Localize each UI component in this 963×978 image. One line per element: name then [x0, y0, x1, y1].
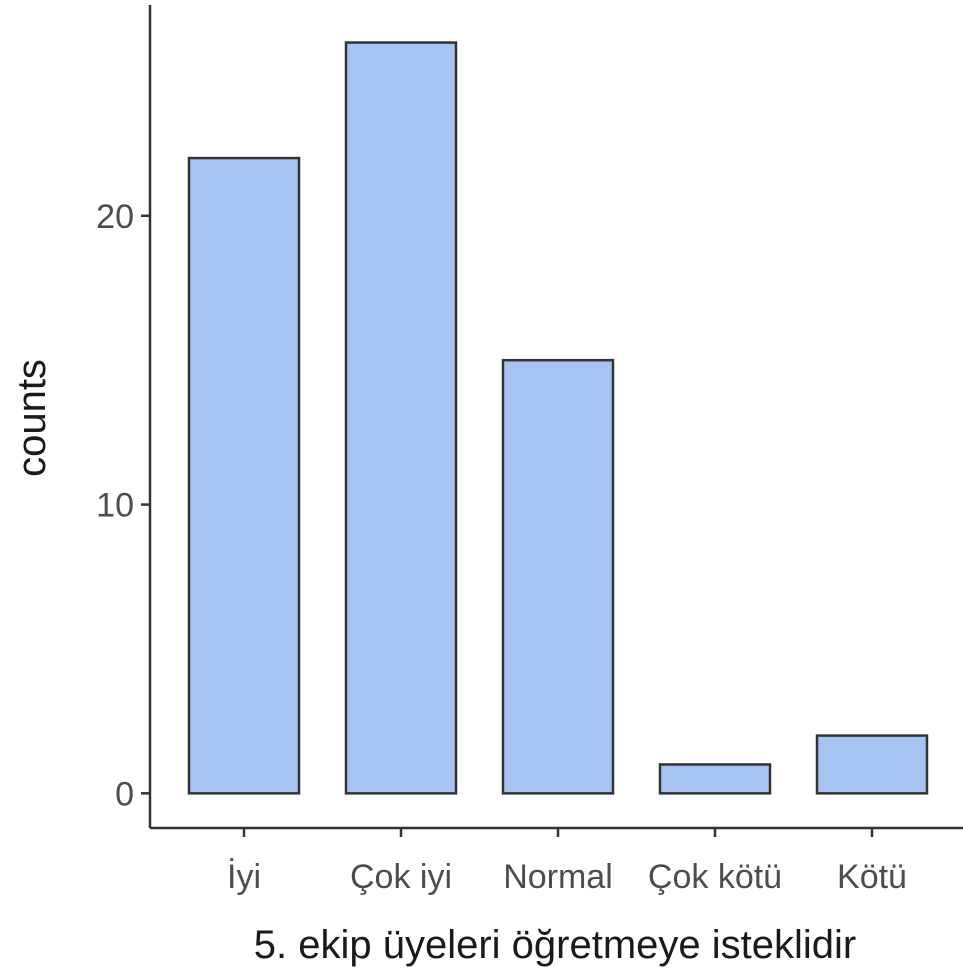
bar-3: [658, 763, 772, 795]
bar-0: [187, 156, 301, 795]
x-tick-label-2: Normal: [503, 858, 613, 896]
bars-group: [187, 41, 929, 795]
x-tick-label-1: Çok iyi: [350, 858, 452, 896]
bar-1: [344, 41, 458, 795]
bar-2: [501, 358, 615, 795]
x-tick-label-0: İyi: [227, 858, 261, 896]
y-tick-label-2: 20: [96, 198, 134, 236]
y-tick-label-0: 0: [115, 775, 134, 813]
axes-group: [148, 5, 963, 830]
x-axis-title: 5. ekip üyeleri öğretmeye isteklidir: [254, 923, 856, 967]
x-ticks-group: İyi Çok iyi Normal Çok kötü Kötü: [227, 828, 907, 896]
y-ticks-group: 0 10 20: [96, 198, 150, 813]
bar-4: [815, 734, 929, 795]
x-tick-label-3: Çok kötü: [648, 858, 782, 896]
y-tick-label-1: 10: [96, 487, 134, 525]
y-axis-title: counts: [10, 359, 54, 477]
x-tick-label-4: Kötü: [837, 858, 907, 896]
